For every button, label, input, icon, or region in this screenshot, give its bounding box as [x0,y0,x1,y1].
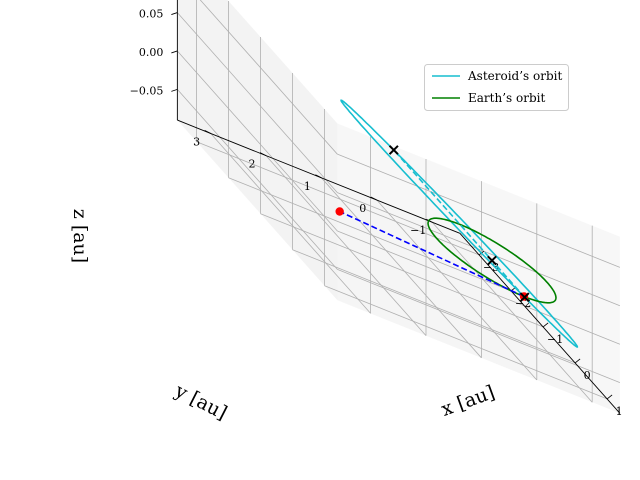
apsides-dashed-line [393,149,526,298]
z-axis-label: z [au] [69,209,91,263]
grid-y-floor [210,133,371,314]
grid-z-back [199,0,338,155]
sun-marker [487,255,497,266]
legend-frame [424,64,569,111]
x-stroke-b [519,292,530,303]
grid-z-back [177,12,338,193]
sightline-dashed-line [339,210,525,298]
z-tick-mark [171,12,178,16]
y-axis-label: y [au] [171,379,231,424]
grid-z-back [177,89,338,270]
x-tick-label: 1 [616,405,623,418]
z-tick-mark [171,50,178,54]
grid-y-floor [265,155,427,336]
grid-y-floor [376,199,538,381]
grid-x-floor [324,285,608,400]
x-tick-label: −1 [547,333,563,346]
y-tick-mark [259,152,267,157]
y-tick-label: 2 [249,158,256,171]
x-tick-mark [542,322,549,328]
grid-x-floor [292,249,576,364]
y-tick-mark [204,130,211,134]
z-tick-mark [171,88,178,92]
y-tick-label: 0 [359,202,366,215]
y-tick-label: 1 [304,180,311,193]
axis-panes [177,0,620,414]
legend-label-asteroid-orbit: Asteroid’s orbit [467,69,562,83]
y-tick-label: −1 [410,224,426,237]
legend: Asteroid’s orbit Earth’s orbit [424,64,569,111]
x-tick-mark [574,358,581,364]
aphelion-marker [388,145,399,155]
grid-y-floor [431,221,593,403]
grid-z-back [177,50,338,232]
x-stroke-b [388,145,399,155]
grid-x-floor [228,177,512,292]
x-stroke-b [487,255,497,266]
earth-orbit-line [427,217,557,304]
grid-y-floor [321,177,482,359]
y-tick-mark [315,174,322,179]
grid-z-side [337,230,621,345]
grid-x-floor [196,141,480,256]
perihelion-marker [519,292,530,303]
x-tick-label: 0 [584,369,591,382]
plot-markers [335,145,530,303]
x-tick-mark [606,394,613,400]
z-tick-label: −0.05 [130,84,164,97]
grid-z-side [337,153,621,268]
grid-z-side [337,269,621,383]
z-tick-label: 0.05 [139,8,164,21]
grid-x-floor [260,213,544,328]
legend-label-earth-orbit: Earth’s orbit [468,91,545,105]
x-axis-label: x [au] [438,381,497,421]
asteroid-point [335,207,344,216]
y-tick-mark [370,196,378,201]
x-axis-line [459,233,621,414]
pane-floor-xy [177,120,620,414]
grid-lines [177,0,621,403]
z-tick-label: 0.00 [139,46,164,59]
y-tick-label: 3 [193,135,200,148]
